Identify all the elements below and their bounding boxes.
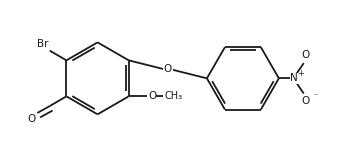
Text: O: O bbox=[301, 96, 309, 106]
Text: Br: Br bbox=[37, 39, 49, 49]
Text: +: + bbox=[297, 69, 304, 78]
Text: O: O bbox=[28, 114, 36, 124]
Text: O: O bbox=[301, 50, 309, 60]
Text: CH₃: CH₃ bbox=[165, 91, 183, 101]
Text: ⁻: ⁻ bbox=[313, 92, 318, 101]
Text: O: O bbox=[164, 64, 172, 74]
Text: N: N bbox=[290, 73, 298, 83]
Text: O: O bbox=[148, 91, 156, 101]
